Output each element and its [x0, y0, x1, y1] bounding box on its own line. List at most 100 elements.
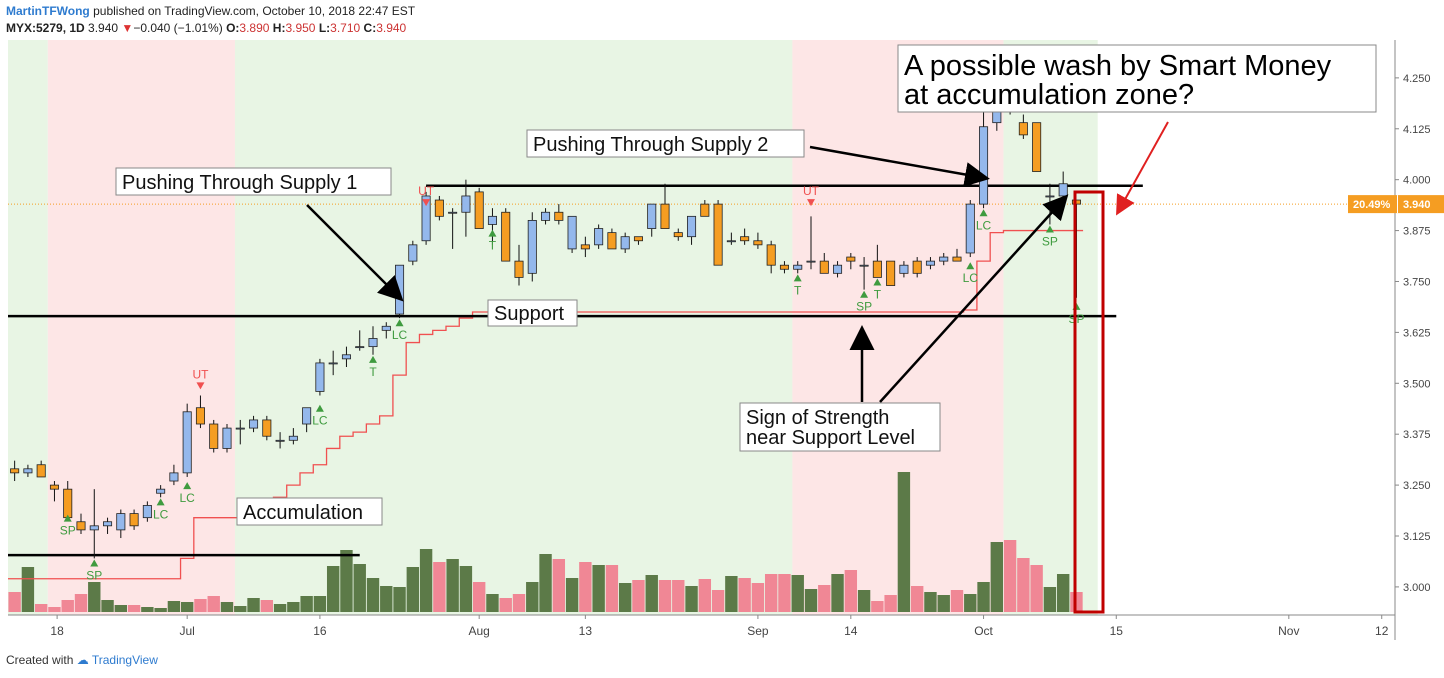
x-tick-label: 15 [1110, 624, 1124, 638]
candle-body [779, 264, 789, 270]
candle-body [673, 232, 683, 238]
arrow: ▼ [121, 21, 134, 35]
candle-body [262, 419, 272, 437]
volume-bar [313, 596, 327, 612]
candle-body [116, 513, 126, 531]
volume-bar [127, 605, 141, 612]
candle-body [514, 260, 524, 278]
candle-body [474, 191, 484, 229]
note-box [236, 497, 383, 526]
published: published on TradingView.com, October 10… [93, 4, 416, 18]
volume-bar [207, 596, 220, 612]
volume-bar [74, 594, 88, 612]
h-label: H: [272, 21, 286, 35]
volume-bar [539, 554, 552, 612]
candle-body [381, 325, 391, 331]
candle-body [819, 260, 829, 274]
candle-body [368, 338, 378, 348]
author[interactable]: MartinTFWong [6, 4, 90, 18]
volume-bar [738, 578, 751, 612]
signal-marker [90, 559, 99, 567]
signal-marker [369, 355, 377, 363]
volume-bar [632, 580, 645, 612]
volume-bar [88, 582, 101, 612]
signal-label: T [369, 365, 377, 379]
candle-body [36, 464, 46, 478]
volume-bar [220, 602, 234, 612]
volume-bar [499, 598, 512, 612]
volume-bar [167, 601, 181, 612]
candle-body [766, 244, 776, 266]
zone [234, 40, 793, 615]
volume-bar [194, 599, 207, 612]
volume-bar [645, 575, 658, 612]
signal-label: T [489, 239, 497, 253]
candle-body [713, 203, 723, 266]
symbol: MYX:5279, 1D [6, 21, 85, 35]
candle-body [355, 346, 365, 349]
candle-body [912, 260, 922, 274]
y-tick-label: 3.750 [1403, 276, 1431, 288]
footer: Created with ☁ TradingView [6, 653, 158, 667]
note-box [526, 129, 805, 158]
volume-bar [871, 601, 884, 612]
brand[interactable]: ☁ TradingView [76, 653, 158, 667]
candle-body [434, 199, 444, 217]
volume-bar [326, 566, 340, 612]
note-box [897, 44, 1377, 113]
volume-bar [287, 602, 300, 612]
volume-bar [791, 575, 804, 612]
candle-body [89, 525, 99, 531]
candle-body [129, 513, 139, 527]
note: Pushing Through Supply 1 [122, 172, 357, 194]
volume-bar [340, 550, 353, 612]
signal-marker [793, 274, 802, 282]
x-tick-label: Aug [469, 624, 490, 638]
arrow [1116, 121, 1169, 216]
candle-body [10, 468, 20, 474]
volume-bar [273, 604, 287, 612]
signal-marker [979, 209, 988, 217]
volume-bar [937, 595, 950, 612]
volume-bar [698, 579, 712, 612]
x-tick-label: 13 [579, 624, 593, 638]
signal-label: T [794, 283, 802, 297]
x-tick-label: 12 [1375, 624, 1389, 638]
volume-bar [592, 565, 605, 612]
volume-bar [1003, 540, 1017, 612]
candle-body [49, 484, 59, 490]
candle-body [1045, 195, 1055, 198]
o: 3.890 [239, 21, 270, 35]
candle-body [408, 244, 418, 262]
y-tick-label: 3.625 [1403, 327, 1431, 339]
candle-body [195, 407, 205, 425]
change: −0.040 (−1.01%) [133, 21, 223, 35]
signal-marker [807, 199, 815, 207]
volume-bar [48, 607, 61, 612]
candle-body [687, 215, 697, 238]
volume-bar [393, 587, 406, 612]
volume-bar [685, 586, 698, 612]
x-tick-label: Nov [1278, 624, 1299, 638]
candle-body [859, 264, 869, 267]
candle-body [222, 427, 232, 449]
brand-text[interactable]: TradingView [91, 653, 158, 667]
volume-bar [605, 565, 619, 612]
y-tick-label: 4.250 [1403, 73, 1431, 85]
volume-bar [857, 590, 871, 612]
candle-body [567, 215, 577, 250]
candle-body [886, 260, 896, 286]
candle-body [182, 411, 192, 474]
candle-body [209, 423, 219, 449]
signal-label: UT [803, 184, 820, 198]
volume-bar [8, 592, 21, 612]
volume-bar [247, 598, 260, 612]
candle-body [633, 236, 643, 242]
candle-body [288, 435, 298, 441]
arrow [879, 194, 1069, 403]
volume-bar [300, 596, 313, 612]
y-tick-label: 3.000 [1403, 582, 1431, 594]
c-label: C: [363, 21, 377, 35]
signal-marker [873, 278, 882, 286]
price-tag-sep [1397, 195, 1398, 214]
